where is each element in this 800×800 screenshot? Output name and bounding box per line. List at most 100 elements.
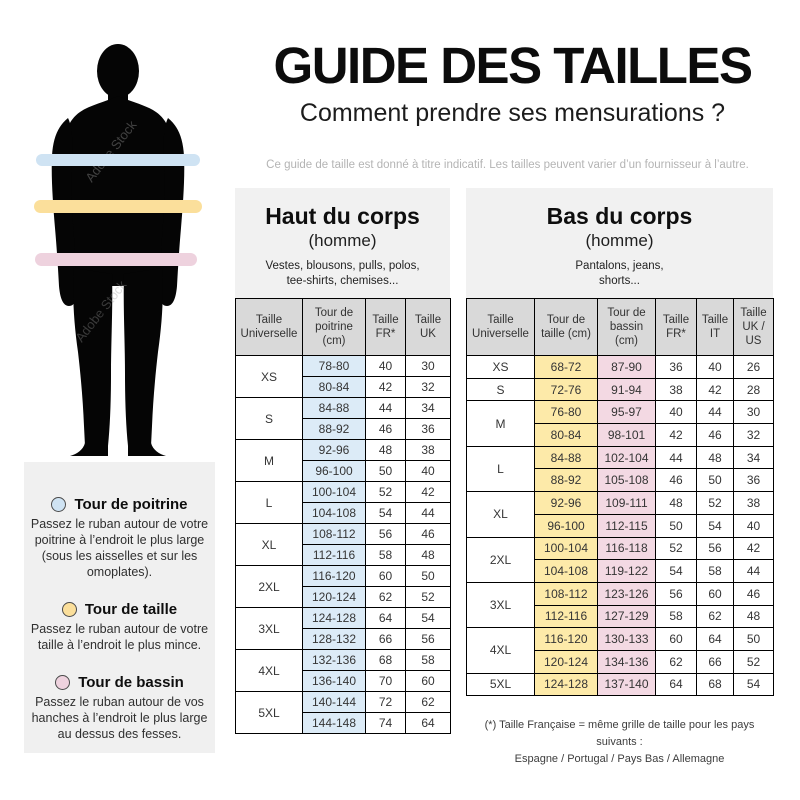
value-cell: 84-88 (534, 445, 598, 470)
table-row: M 92-96 48 38 (235, 439, 451, 482)
value-cell: 34 (405, 397, 451, 419)
value-cell: 72 (365, 691, 406, 713)
value-cell: 42 (696, 377, 734, 402)
size-label-cell: S (235, 397, 303, 440)
legend-description: Passez le ruban autour de votre poitrine… (30, 517, 209, 579)
value-cell: 108-112 (534, 581, 598, 606)
size-label-cell: 5XL (466, 672, 535, 697)
value-cell: 91-94 (597, 377, 656, 402)
value-cell: 46 (696, 423, 734, 447)
value-cell: 38 (405, 439, 451, 461)
value-cell: 34 (733, 445, 774, 470)
value-cell: 124-128 (534, 672, 598, 697)
size-label-cell: 3XL (466, 581, 535, 629)
size-label-cell: 3XL (235, 607, 303, 650)
section-subtitle: (homme) (585, 231, 654, 250)
value-cell: 108-112 (302, 523, 366, 545)
column-header: Tour de bassin (cm) (597, 298, 656, 356)
value-cell: 127-129 (597, 604, 656, 629)
waist-color-dot-icon (61, 602, 77, 617)
table-row: 2XL 100-104 116-118 52 56 42 (466, 536, 774, 583)
value-cell: 84-88 (302, 397, 366, 419)
legend-description: Passez le ruban autour de vos hanches à … (31, 695, 208, 741)
value-cell: 54 (733, 672, 774, 697)
lower-body-size-table: Taille Universelle Tour de taille (cm) Tou… (466, 298, 774, 697)
value-cell: 104-108 (534, 559, 598, 583)
size-label-cell: L (235, 481, 303, 524)
value-cell: 40 (733, 513, 774, 538)
value-cell: 64 (405, 712, 451, 734)
value-cell: 104-108 (302, 502, 366, 524)
value-cell: 30 (405, 355, 451, 377)
table-row: XL 92-96 109-111 48 52 38 (466, 491, 774, 538)
value-cell: 46 (405, 523, 451, 545)
waist-measure-band (34, 200, 202, 213)
header: GUIDE DES TAILLES Comment prendre ses me… (240, 39, 785, 128)
table-row: 104-108 119-122 54 58 44 (467, 559, 774, 583)
measurement-legend-panel: Tour de poitrine Passez le ruban autour … (24, 462, 215, 753)
body-silhouette: Adobe Stock Adobe Stock (34, 44, 202, 456)
table-row: 4XL 116-120 130-133 60 64 50 (466, 627, 774, 674)
value-cell: 56 (405, 628, 451, 650)
value-cell: 88-92 (534, 468, 598, 493)
value-cell: 50 (733, 627, 774, 651)
value-cell: 95-97 (597, 400, 656, 425)
section-description: Pantalons, jeans, (575, 260, 664, 272)
value-cell: 54 (655, 559, 697, 583)
value-cell: 44 (733, 559, 774, 583)
section-title: Bas du corps (546, 203, 693, 229)
table-row: L 84-88 102-104 44 48 34 (466, 445, 774, 493)
value-cell: 30 (733, 400, 774, 425)
upper-body-section-header: Haut du corps (homme) Vestes, blousons, … (235, 188, 450, 298)
value-cell: 112-115 (597, 513, 656, 538)
table-header-row: Taille Universelle Tour de poitrine (cm) T… (235, 298, 451, 356)
value-cell: 68 (365, 649, 406, 671)
value-cell: 60 (405, 670, 451, 692)
value-cell: 116-120 (534, 627, 598, 651)
section-description: Vestes, blousons, pulls, polos, (265, 260, 420, 272)
legend-item-hip: Tour de bassin Passez le ruban autour de… (24, 674, 215, 742)
size-label-cell: XL (466, 491, 535, 538)
value-cell: 96-100 (302, 460, 366, 482)
value-cell: 58 (365, 544, 406, 566)
value-cell: 60 (696, 581, 734, 606)
size-label-cell: L (466, 445, 535, 493)
value-cell: 48 (696, 445, 734, 470)
value-cell: 123-126 (597, 581, 656, 606)
value-cell: 56 (365, 523, 406, 545)
french-size-footnote: (*) Taille Française = même grille de ta… (466, 717, 773, 768)
column-header: Taille FR* (365, 298, 406, 356)
value-cell: 124-128 (302, 607, 366, 629)
table-row: S 72-76 91-94 38 42 28 (466, 377, 774, 402)
value-cell: 120-124 (302, 586, 366, 608)
table-row: 96-100 50 40 (236, 460, 451, 482)
value-cell: 46 (365, 418, 406, 440)
value-cell: 128-132 (302, 628, 366, 650)
value-cell: 62 (655, 649, 697, 674)
value-cell: 32 (405, 376, 451, 398)
value-cell: 96-100 (534, 513, 598, 538)
size-label-cell: XS (466, 355, 535, 379)
table-row: L 100-104 52 42 (235, 481, 451, 524)
column-header: Taille FR* (655, 298, 697, 356)
value-cell: 144-148 (302, 712, 366, 734)
table-row: 3XL 124-128 64 54 (235, 607, 451, 650)
table-row: 96-100 112-115 50 54 40 (467, 513, 774, 538)
value-cell: 52 (655, 536, 697, 561)
value-cell: 136-140 (302, 670, 366, 692)
value-cell: 48 (405, 544, 451, 566)
value-cell: 54 (405, 607, 451, 629)
value-cell: 38 (733, 491, 774, 515)
value-cell: 32 (733, 423, 774, 447)
value-cell: 137-140 (597, 672, 656, 697)
value-cell: 80-84 (534, 423, 598, 447)
value-cell: 92-96 (302, 439, 366, 461)
value-cell: 54 (365, 502, 406, 524)
value-cell: 134-136 (597, 649, 656, 674)
value-cell: 66 (696, 649, 734, 674)
value-cell: 42 (365, 376, 406, 398)
column-header: Taille UK / US (733, 298, 774, 356)
page-subtitle: Comment prendre ses mensurations ? (299, 99, 726, 128)
table-row: 88-92 46 36 (236, 418, 451, 440)
